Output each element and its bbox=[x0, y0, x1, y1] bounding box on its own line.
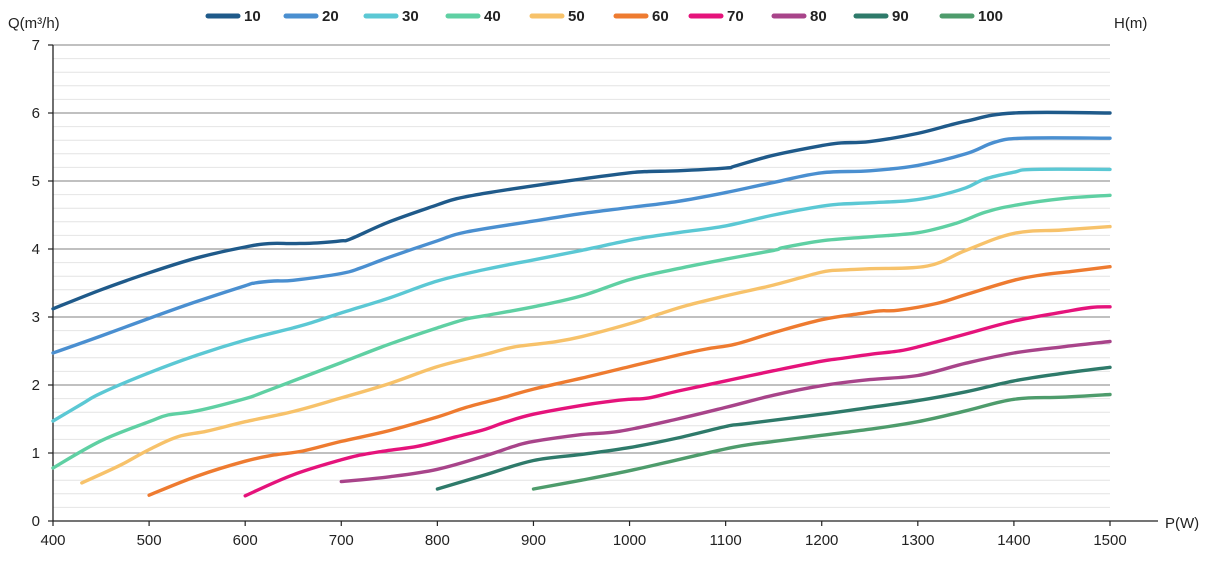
legend-label-20: 20 bbox=[322, 8, 339, 25]
series-line-20 bbox=[51, 136, 1112, 355]
x-tick-label: 1500 bbox=[1093, 532, 1126, 549]
x-tick-label: 1300 bbox=[901, 532, 934, 549]
legend-label-90: 90 bbox=[892, 8, 909, 25]
y-tick-label: 5 bbox=[32, 173, 40, 190]
x-tick-label: 700 bbox=[329, 532, 354, 549]
grid bbox=[53, 44, 1110, 508]
legend-label-10: 10 bbox=[244, 8, 261, 25]
series-line-80 bbox=[339, 339, 1112, 484]
axes: 0 1 2 3 4 5 6 7 400 500 600 700 800 900 1000 1100 1200 13… bbox=[32, 37, 1158, 549]
y-tick-label: 7 bbox=[32, 37, 40, 54]
x-tick-label: 500 bbox=[137, 532, 162, 549]
series-line-60 bbox=[147, 265, 1112, 497]
legend-label-80: 80 bbox=[810, 8, 827, 25]
x-tick-label: 1000 bbox=[613, 532, 646, 549]
y-axis-title: Q(m³/h) bbox=[8, 15, 60, 32]
x-tick-label: 1200 bbox=[805, 532, 838, 549]
series-line-100 bbox=[531, 392, 1112, 491]
series-line-30 bbox=[51, 167, 1112, 423]
y-tick-label: 1 bbox=[32, 445, 40, 462]
legend-label-100: 100 bbox=[978, 8, 1003, 25]
legend: 10 20 30 40 50 60 70 80 90 100 bbox=[205, 8, 1003, 25]
y-tick-label: 0 bbox=[32, 513, 40, 530]
legend-label-30: 30 bbox=[402, 8, 419, 25]
legend-label-50: 50 bbox=[568, 8, 585, 25]
series-line-70 bbox=[243, 305, 1112, 498]
y-tick-label: 3 bbox=[32, 309, 40, 326]
legend-label-40: 40 bbox=[484, 8, 501, 25]
x-tick-label: 1400 bbox=[997, 532, 1030, 549]
right-axis-title: H(m) bbox=[1114, 15, 1147, 32]
x-tick-label: 1100 bbox=[710, 532, 742, 549]
legend-label-60: 60 bbox=[652, 8, 669, 25]
series-line-40 bbox=[51, 193, 1112, 470]
x-tick-label: 900 bbox=[521, 532, 546, 549]
y-tick-label: 2 bbox=[32, 377, 40, 394]
x-tick-label: 800 bbox=[425, 532, 450, 549]
series-lines bbox=[51, 110, 1112, 498]
series-line-90 bbox=[435, 365, 1112, 491]
x-tick-label: 600 bbox=[233, 532, 258, 549]
x-tick-label: 400 bbox=[40, 532, 65, 549]
legend-label-70: 70 bbox=[727, 8, 744, 25]
y-tick-label: 6 bbox=[32, 105, 40, 122]
series-line-10 bbox=[51, 110, 1112, 311]
x-axis-title: P(W) bbox=[1165, 515, 1199, 532]
series-line-50 bbox=[80, 224, 1112, 485]
y-tick-label: 4 bbox=[32, 241, 40, 258]
